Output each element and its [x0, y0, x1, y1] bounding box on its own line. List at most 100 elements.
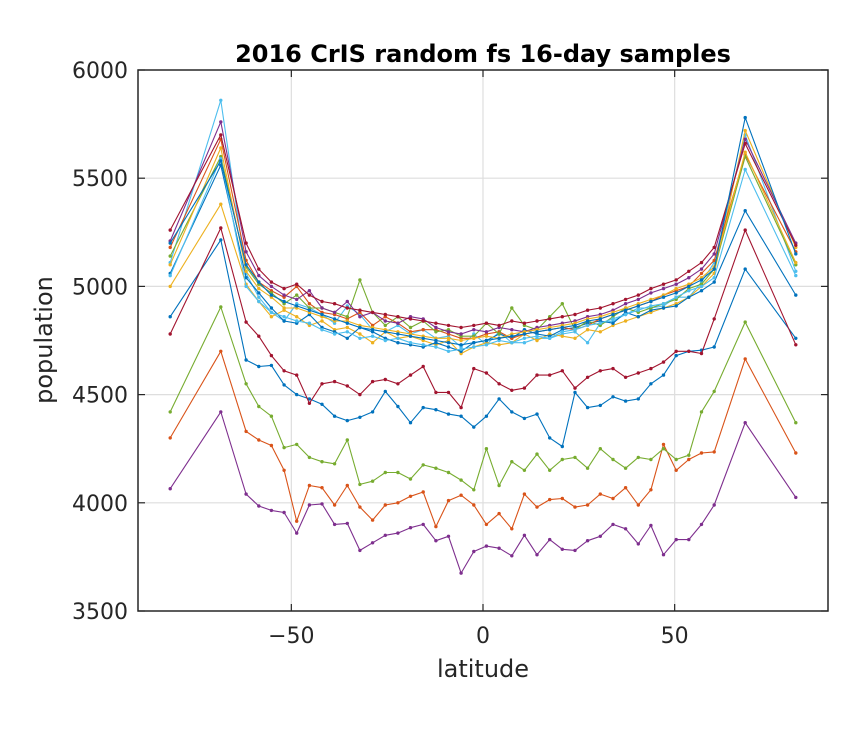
data-point: [674, 291, 678, 295]
data-point: [244, 382, 248, 386]
data-point: [598, 317, 602, 321]
data-point: [269, 414, 274, 418]
data-point: [585, 308, 590, 312]
data-point: [699, 410, 704, 414]
data-point: [497, 332, 501, 336]
data-point: [269, 310, 274, 315]
data-point: [219, 120, 223, 124]
data-point: [535, 373, 539, 377]
data-point: [269, 363, 274, 368]
data-point: [459, 332, 463, 336]
data-point: [421, 364, 425, 369]
data-point: [484, 338, 489, 343]
data-point: [522, 386, 527, 390]
data-point: [687, 284, 691, 289]
data-point: [408, 494, 413, 498]
data-point: [282, 383, 286, 387]
data-point: [446, 336, 451, 340]
x-tick-label: −50: [268, 624, 314, 649]
data-point: [712, 267, 716, 271]
data-point: [743, 267, 747, 271]
data-point: [623, 308, 628, 312]
data-point: [219, 98, 223, 103]
data-point: [396, 404, 400, 409]
data-point: [396, 501, 400, 505]
data-point: [370, 541, 375, 545]
data-point: [535, 412, 539, 416]
data-point: [585, 375, 590, 379]
data-point: [434, 345, 438, 349]
data-point: [510, 328, 514, 332]
data-point: [623, 399, 628, 403]
data-point: [307, 483, 312, 488]
data-point: [585, 405, 590, 410]
data-point: [446, 349, 451, 353]
data-point: [623, 527, 628, 531]
data-point: [598, 369, 602, 373]
data-point: [358, 315, 362, 319]
data-point: [794, 451, 798, 455]
data-point: [472, 488, 476, 492]
data-point: [472, 549, 476, 554]
series-line: [169, 117, 797, 346]
data-point: [699, 278, 704, 282]
data-point: [459, 571, 463, 575]
data-point: [661, 447, 666, 451]
data-point: [636, 397, 640, 401]
data-point: [219, 349, 223, 353]
data-point: [560, 302, 564, 306]
data-point: [585, 539, 590, 543]
data-point: [699, 522, 704, 527]
data-point: [611, 457, 615, 462]
data-point: [345, 325, 349, 330]
data-point: [434, 390, 438, 395]
data-point: [421, 522, 425, 527]
data-point: [649, 382, 653, 386]
y-tick-label: 4500: [72, 384, 128, 409]
data-point: [548, 468, 552, 472]
data-point: [168, 410, 172, 414]
data-point: [244, 241, 248, 245]
data-point: [408, 421, 413, 425]
data-point: [484, 447, 489, 451]
data-point: [244, 263, 248, 267]
y-tick-label: 4000: [72, 492, 128, 517]
data-point: [573, 548, 577, 553]
data-point: [510, 554, 514, 558]
data-point: [282, 315, 286, 319]
data-point: [674, 353, 678, 358]
data-point: [510, 388, 514, 392]
data-point: [497, 483, 501, 488]
data-point: [510, 410, 514, 414]
series-line: [169, 156, 797, 337]
data-point: [168, 254, 172, 258]
data-point: [370, 410, 375, 414]
data-point: [307, 455, 312, 460]
series-3: [168, 305, 798, 492]
data-point: [408, 373, 413, 377]
data-point: [446, 498, 451, 503]
data-point: [358, 325, 362, 330]
data-point: [472, 425, 476, 429]
data-point: [510, 306, 514, 310]
data-point: [687, 295, 691, 299]
data-point: [794, 260, 798, 265]
data-point: [573, 390, 577, 395]
data-point: [383, 503, 387, 507]
data-point: [320, 306, 324, 310]
data-point: [358, 505, 362, 509]
data-point: [421, 490, 425, 494]
data-point: [257, 286, 261, 291]
data-point: [522, 468, 527, 472]
data-point: [408, 325, 413, 330]
data-point: [699, 271, 704, 276]
data-point: [244, 320, 248, 324]
data-point: [535, 338, 539, 343]
data-point: [358, 482, 362, 487]
data-point: [548, 317, 552, 321]
data-point: [370, 310, 375, 315]
series-2: [168, 349, 798, 531]
data-point: [396, 531, 400, 535]
data-point: [168, 263, 172, 267]
